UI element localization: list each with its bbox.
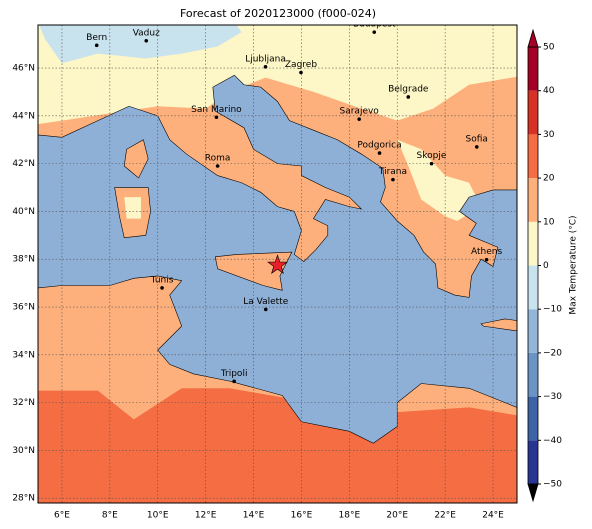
city-point [263, 307, 268, 312]
island [123, 139, 149, 179]
colorbar-extend [527, 28, 539, 48]
y-tick-label: 40°N [12, 207, 35, 217]
colorbar-segment [528, 134, 538, 179]
x-tick-label: 14°E [243, 511, 265, 521]
city-label: Tripoli [220, 369, 248, 379]
city-label: Podgorica [357, 141, 401, 151]
city-point [144, 38, 149, 43]
x-tick-label: 6°E [54, 511, 70, 521]
colorbar-tick-label: 20 [543, 174, 555, 184]
cold-zone [39, 25, 242, 64]
city-point [232, 379, 236, 384]
city-point [391, 177, 395, 182]
colorbar-tick-label: 10 [543, 217, 555, 227]
city-point [429, 161, 434, 166]
colorbar-tick-label: −50 [543, 480, 562, 490]
city-point [160, 286, 164, 290]
cool-zone [124, 197, 141, 219]
city-label: Zagreb [285, 60, 317, 70]
city-label: Sarajevo [340, 107, 380, 117]
colorbar-tick-label: −10 [543, 305, 562, 315]
city-label: Tirana [378, 167, 407, 177]
warm-zone [38, 388, 517, 503]
city-point [377, 151, 382, 155]
star-marker [267, 254, 288, 275]
x-tick-label: 22°E [434, 511, 456, 521]
title: Forecast of 2020123000 (f000-024) [180, 7, 376, 20]
colorbar-tick-label: 0 [543, 261, 549, 271]
map-frame [37, 24, 518, 504]
city-point [263, 65, 268, 69]
y-tick-label: 42°N [12, 159, 35, 169]
colorbar-extend [527, 483, 539, 503]
x-tick-label: 10°E [147, 511, 169, 521]
x-tick-label: 24°E [482, 511, 504, 521]
y-tick-label: 28°N [12, 494, 35, 504]
colorbar-tick-label: 30 [543, 130, 555, 140]
city-point [406, 95, 411, 99]
cool-zone [397, 139, 482, 221]
city-label: La Valette [243, 297, 288, 307]
y-tick-label: 34°N [12, 350, 35, 360]
colorbar-segment [528, 440, 538, 484]
y-tick-label: 44°N [12, 111, 35, 121]
x-tick-label: 20°E [386, 511, 408, 521]
city-point [94, 43, 99, 48]
y-tick-label: 36°N [12, 303, 35, 313]
island [480, 318, 517, 332]
city-label: Belgrade [388, 84, 429, 94]
city-label: Vaduz [133, 28, 160, 38]
city-label: Budapest [353, 20, 396, 30]
city-point [474, 145, 479, 149]
city-point [372, 30, 377, 34]
city-label: Skopje [417, 151, 447, 161]
city-point [357, 117, 361, 121]
city-label: San Marino [191, 105, 242, 115]
y-tick-label: 32°N [12, 398, 35, 408]
colorbar-segment [528, 396, 538, 441]
city-point [215, 164, 220, 168]
city-label: Athens [471, 247, 502, 257]
city-point [484, 257, 489, 262]
colorbar-tick-label: −40 [543, 436, 562, 446]
colorbar-tick-label: −30 [543, 392, 562, 402]
city-label: Sofia [466, 134, 488, 144]
colorbar-segment [528, 221, 538, 266]
colorbar-tick-label: 40 [543, 86, 555, 96]
colorbar-segment [528, 47, 538, 91]
colorbar-label: Max Temperature (°C) [569, 215, 579, 314]
colorbar-segment [528, 265, 538, 310]
city-point [299, 70, 303, 75]
colorbar-segment [528, 352, 538, 397]
colorbar-tick-label: 50 [543, 43, 555, 53]
y-tick-label: 46°N [12, 64, 35, 74]
colorbar-tick-label: −20 [543, 348, 562, 358]
x-tick-label: 8°E [102, 511, 118, 521]
city-point [214, 115, 219, 120]
colorbar-segment [528, 178, 538, 222]
x-tick-label: 16°E [291, 511, 313, 521]
x-tick-label: 12°E [195, 511, 217, 521]
colorbar-segment [528, 90, 538, 135]
y-tick-label: 38°N [12, 255, 35, 265]
city-label: Bern [86, 33, 107, 43]
x-tick-label: 18°E [339, 511, 361, 521]
city-label: Roma [205, 154, 231, 164]
city-label: Ljubljana [245, 54, 286, 64]
city-label: Tunis [150, 275, 174, 285]
y-tick-label: 30°N [12, 446, 35, 456]
colorbar-segment [528, 309, 538, 353]
